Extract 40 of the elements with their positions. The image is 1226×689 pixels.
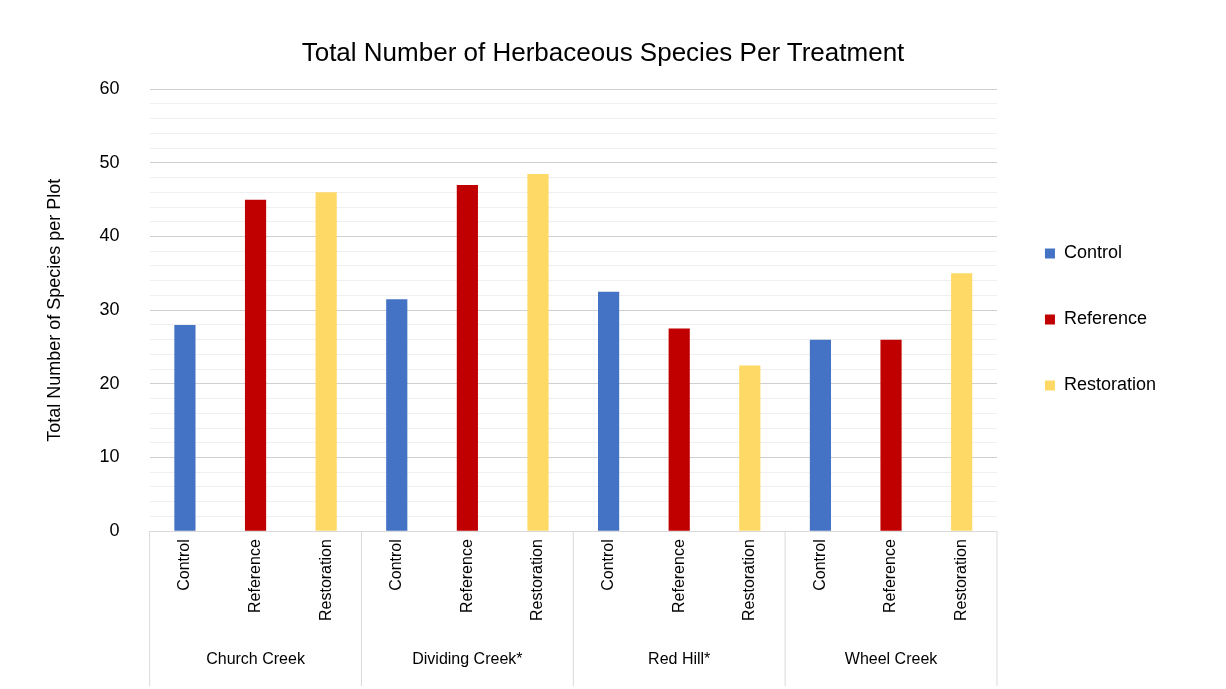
y-tick-label: 40	[99, 225, 120, 246]
x-tick-label: Reference	[669, 539, 687, 614]
y-tick-label: 0	[109, 520, 120, 541]
x-tick-label: Restoration	[952, 539, 970, 622]
bar	[951, 273, 973, 531]
x-tick-label: Restoration	[316, 539, 334, 622]
x-tick-label: Restoration	[740, 539, 758, 622]
bar	[315, 192, 337, 531]
bar	[809, 339, 832, 531]
bar	[386, 299, 408, 531]
legend-label: Control	[1063, 242, 1122, 263]
x-tick-label: Reference	[881, 539, 899, 614]
legend-label: Restoration	[1063, 374, 1157, 395]
bar	[668, 328, 690, 531]
chart-title: Total Number of Herbaceous Species Per Treatment	[301, 36, 906, 67]
x-tick-label: Control	[387, 539, 405, 591]
y-tick-label: 20	[99, 372, 120, 393]
y-tick-label: 50	[99, 151, 120, 172]
text: Dividing Creek*	[412, 650, 523, 668]
bar	[456, 184, 478, 531]
text: Church Creek	[206, 650, 306, 668]
y-tick-label: 60	[99, 78, 120, 99]
bar	[244, 199, 267, 531]
text: Wheel Creek	[844, 650, 939, 668]
y-tick-label: 10	[99, 446, 120, 467]
bar	[527, 173, 549, 531]
y-axis-title: Total Number of Species per Plot	[43, 178, 64, 442]
x-tick-label: Reference	[245, 539, 263, 614]
x-tick-label: Restoration	[528, 539, 546, 622]
x-tick-label: Control	[599, 539, 616, 591]
x-tick-label: Reference	[457, 539, 475, 614]
bar	[598, 291, 620, 531]
bar	[174, 324, 196, 531]
x-tick-label: Control	[175, 539, 193, 591]
bar	[880, 339, 902, 531]
legend-label: Reference	[1063, 308, 1148, 329]
bar	[739, 365, 761, 531]
y-tick-label: 30	[99, 299, 120, 320]
text: Red Hill*	[648, 650, 711, 668]
x-tick-label: Control	[810, 539, 828, 591]
